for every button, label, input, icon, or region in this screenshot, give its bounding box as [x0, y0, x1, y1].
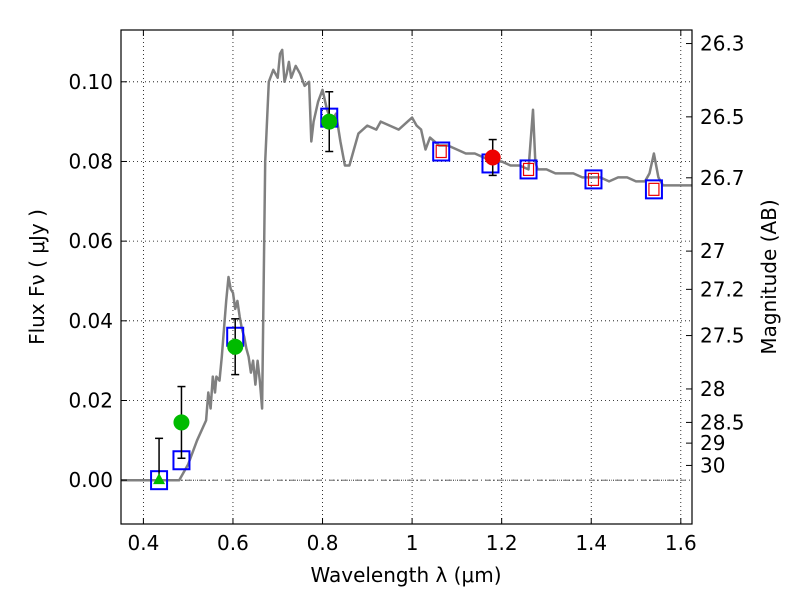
y2-tick-label: 26.5 — [700, 105, 745, 129]
observed-point — [484, 149, 501, 166]
model-flux-square — [644, 179, 663, 200]
y-tick-label: 0.08 — [68, 149, 113, 173]
x-tick-label: 0.4 — [127, 531, 159, 555]
observed-open-square — [587, 172, 600, 186]
y-tick-label: 0.04 — [68, 309, 113, 333]
upper-limit-triangle — [153, 473, 166, 485]
y-tick-label: 0.00 — [68, 468, 113, 492]
y2-tick-label: 26.7 — [700, 166, 745, 190]
y-tick-label: 0.02 — [68, 389, 113, 413]
model-flux-square — [584, 169, 603, 190]
tick-layer: 0.4 0.6 0.8 1 1.2 1.4 1.6 0.00 0.02 0.04 0.06 0.08 0… — [68, 30, 745, 555]
sed-model-line — [121, 48, 692, 482]
y2-tick-label: 29 — [700, 431, 725, 455]
x-axis-label: Wavelength λ (μm) — [310, 563, 501, 587]
x-tick-label: 1 — [406, 531, 419, 555]
y2-tick-label: 27.5 — [700, 324, 745, 348]
x-tick-label: 0.6 — [217, 531, 249, 555]
model-flux-square — [432, 141, 451, 162]
x-tick-label: 1.6 — [665, 531, 697, 555]
grid-lines — [121, 30, 692, 524]
x-tick-label: 0.8 — [307, 531, 339, 555]
x-tick-label: 1.2 — [486, 531, 518, 555]
y2-tick-label: 27.2 — [700, 277, 745, 301]
y2-axis-label: Magnitude (AB) — [757, 199, 781, 354]
x-tick-label: 1.4 — [575, 531, 607, 555]
plot-frame — [120, 29, 693, 525]
observed-point — [173, 414, 190, 431]
y2-tick-label: 28.5 — [700, 410, 745, 434]
marker-layer — [150, 91, 663, 491]
sed-line-layer — [121, 48, 692, 482]
observed-open-square — [648, 182, 660, 196]
y2-tick-label: 30 — [700, 453, 725, 477]
observed-open-square — [435, 144, 447, 159]
y2-tick-label: 28 — [700, 377, 725, 401]
observed-point — [321, 113, 338, 130]
observed-point — [227, 338, 244, 355]
y2-tick-label: 27 — [700, 239, 725, 263]
model-flux-square — [519, 159, 538, 180]
y-tick-label: 0.06 — [68, 229, 113, 253]
y2-tick-label: 26.3 — [700, 32, 745, 56]
observed-open-square — [522, 162, 535, 177]
y-axis-label: Flux Fν ( μJy ) — [25, 209, 49, 345]
y-tick-label: 0.10 — [68, 70, 113, 94]
